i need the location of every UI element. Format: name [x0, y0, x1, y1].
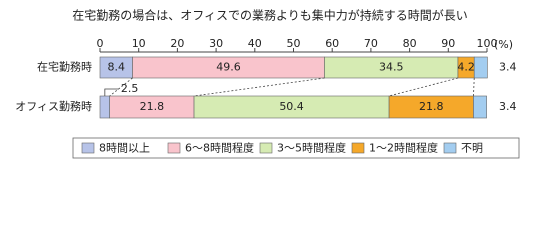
x-tick-label: 100	[477, 37, 498, 50]
legend-label: 3～5時間程度	[277, 141, 346, 155]
x-tick-label: 30	[209, 37, 223, 50]
legend-label: 8時間以上	[99, 142, 150, 155]
legend-swatch	[443, 142, 457, 154]
connector-line	[388, 77, 459, 97]
connector-line	[473, 77, 475, 97]
value-label: 3.4	[499, 100, 517, 113]
value-label: 2.5	[121, 82, 138, 95]
x-tick-label: 20	[170, 37, 184, 50]
legend-label: 6～8時間程度	[185, 141, 254, 155]
value-label: 4.2	[457, 61, 475, 74]
value-label: 3.4	[499, 61, 517, 74]
x-tick-label: 0	[97, 37, 104, 50]
value-label: 21.8	[419, 100, 444, 113]
legend-label: 不明	[461, 142, 483, 155]
x-tick-label: 60	[325, 37, 339, 50]
x-tick-label: 90	[441, 37, 455, 50]
legend-box	[72, 137, 520, 159]
value-label: 50.4	[279, 100, 304, 113]
bar-segment	[473, 56, 488, 79]
chart-title: 在宅勤務の場合は、オフィスでの業務よりも集中力が持続する時間が長い	[72, 8, 468, 23]
value-label: 34.5	[379, 61, 404, 74]
legend-swatch	[167, 142, 181, 154]
connector-line	[193, 77, 325, 97]
legend-label: 1～2時間程度	[369, 141, 438, 155]
legend-swatch	[259, 142, 273, 154]
x-tick-label: 80	[403, 37, 417, 50]
x-tick-label: 10	[132, 37, 146, 50]
legend-swatch	[351, 142, 365, 154]
axis-unit: (%)	[494, 38, 513, 51]
chart: 在宅勤務の場合は、オフィスでの業務よりも集中力が持続する時間が長い (%) 0 1…	[15, 8, 520, 159]
x-tick-label: 70	[364, 37, 378, 50]
category-label: オフィス勤務時	[15, 99, 92, 113]
value-label: 21.8	[140, 100, 165, 113]
connector-line	[109, 77, 133, 97]
x-tick-label: 50	[287, 37, 301, 50]
bar-segment	[473, 95, 487, 119]
leader-line	[104, 88, 119, 96]
x-tick-label: 40	[248, 37, 262, 50]
value-label: 49.6	[216, 61, 241, 74]
legend-swatch	[81, 142, 95, 154]
category-label: 在宅勤務時	[37, 60, 92, 74]
bar-segment	[99, 95, 110, 119]
value-label: 8.4	[108, 61, 126, 74]
